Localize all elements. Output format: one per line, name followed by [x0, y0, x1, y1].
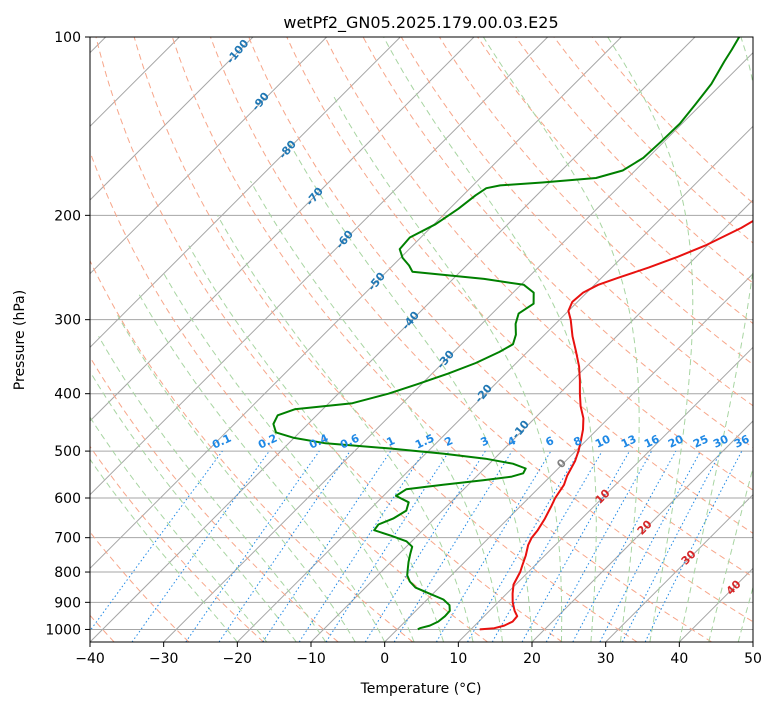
- mixing-ratio-line: [572, 450, 677, 642]
- isotherm-line: [90, 37, 549, 496]
- x-tick-label: 30: [597, 651, 615, 667]
- y-tick-label: 500: [54, 444, 81, 460]
- moist-adiabat-line: [607, 37, 694, 642]
- moist-adiabat-line: [383, 37, 597, 642]
- moist-adiabat-line: [482, 37, 640, 642]
- y-tick-label: 1000: [45, 622, 81, 638]
- mixing-ratio-line: [467, 450, 580, 642]
- mixing-ratio-label: 10: [593, 432, 613, 450]
- x-tick-label: −10: [296, 651, 326, 667]
- isotherm-line: [531, 420, 753, 642]
- dry-adiabat-line: [171, 37, 712, 642]
- moist-adiabat-line: [250, 180, 503, 642]
- dry-adiabat-line: [591, 37, 753, 204]
- dry-adiabat-line: [362, 37, 753, 449]
- isotherm-gridlines: [90, 37, 753, 642]
- dry-adiabat-line: [90, 259, 414, 642]
- plot-frame: [89, 36, 754, 643]
- dry-adiabat-line: [515, 37, 753, 284]
- isotherm-line: [90, 37, 696, 642]
- moist-adiabat-line: [162, 272, 415, 642]
- sounding-series: [272, 37, 753, 631]
- mixing-ratio-label: 20: [666, 432, 686, 450]
- moist-adiabat-line: [678, 37, 753, 642]
- y-tick-label: 400: [54, 387, 81, 403]
- mixing-ratio-line: [393, 450, 513, 642]
- mixing-ratio-line: [491, 450, 603, 642]
- mixing-ratio-lines: [90, 450, 743, 642]
- x-axis: −40 −30 −20 −10 0 10 20 30 40 50: [75, 642, 762, 667]
- isotherm-line: [605, 493, 753, 642]
- x-axis-title: Temperature (°C): [360, 681, 482, 697]
- plot-area: -100-90-80-70-60-50-40-30-20-10010203040…: [90, 37, 753, 642]
- moist-adiabat-line: [188, 245, 445, 642]
- isotherm-line: [90, 37, 328, 275]
- mixing-ratio-line: [218, 450, 351, 642]
- isotherm-line: [236, 125, 753, 642]
- moist-adiabat-line: [288, 141, 533, 642]
- mixing-ratio-label: 13: [619, 432, 638, 450]
- y-tick-label: 100: [54, 30, 81, 46]
- moist-adiabat-line: [90, 370, 297, 642]
- isotherm-line: [90, 37, 254, 201]
- dry-adiabat-line: [95, 37, 563, 642]
- mixing-ratio-line: [185, 450, 320, 642]
- y-tick-label: 600: [54, 491, 81, 507]
- moist-adiabat-line: [332, 94, 563, 642]
- x-tick-label: 10: [449, 651, 467, 667]
- dewpoint-line: [272, 37, 741, 631]
- moist-adiabat-line: [98, 336, 327, 642]
- mixing-ratio-line: [90, 450, 223, 632]
- y-tick-label: 800: [54, 565, 81, 581]
- x-tick-label: 0: [380, 651, 389, 667]
- moist-adiabat-line: [737, 585, 753, 642]
- dry-adiabat-line: [210, 37, 753, 623]
- mixing-ratio-label: 36: [732, 432, 752, 450]
- mixing-ratio-line: [131, 450, 270, 642]
- y-tick-label: 700: [54, 531, 81, 547]
- mixing-ratio-label: 30: [711, 432, 731, 450]
- moist-adiabat-line: [708, 466, 753, 642]
- mixing-ratio-label: 25: [691, 432, 710, 450]
- y-tick-label: 300: [54, 313, 81, 329]
- dry-adiabat-line: [248, 37, 753, 578]
- mixing-ratio-label: 16: [642, 432, 662, 450]
- moist-adiabat-line: [137, 292, 386, 642]
- x-tick-label: 20: [523, 651, 541, 667]
- temperature-line: [479, 219, 753, 631]
- chart-title: wetPf2_GN05.2025.179.00.03.E25: [283, 13, 558, 33]
- x-tick-label: −20: [223, 651, 253, 667]
- y-axis: 1000 900 800 700 600 500 400 300 200 100: [45, 30, 90, 638]
- mixing-ratio-line: [521, 450, 630, 642]
- moist-adiabats: [90, 37, 753, 642]
- isotherm-line: [90, 37, 401, 349]
- y-tick-label: 200: [54, 208, 81, 224]
- mixing-ratio-line: [325, 450, 450, 642]
- moist-adiabat-line: [217, 215, 474, 642]
- dry-adiabat-line: [477, 37, 753, 325]
- x-tick-label: −30: [149, 651, 179, 667]
- dry-adiabat-line: [400, 37, 753, 407]
- isotherm-line: [384, 272, 753, 642]
- dry-adiabat-line: [324, 37, 753, 491]
- dry-adiabats: [90, 37, 753, 642]
- y-tick-label: 900: [54, 595, 81, 611]
- isotherm-line: [163, 51, 753, 642]
- x-tick-label: 40: [670, 651, 688, 667]
- x-tick-label: −40: [75, 651, 105, 667]
- mixing-ratio-line: [364, 450, 486, 642]
- moist-adiabat-line: [90, 416, 268, 642]
- x-tick-label: 50: [744, 651, 762, 667]
- mixing-ratio-line: [545, 450, 653, 642]
- isotherm-line: [90, 37, 622, 570]
- dry-adiabat-line: [133, 37, 638, 642]
- y-axis-title: Pressure (hPa): [12, 290, 28, 390]
- dry-adiabat-line: [90, 445, 264, 642]
- moist-adiabat-line: [117, 315, 356, 642]
- isotherm-line: [90, 37, 475, 422]
- mixing-ratio-line: [435, 450, 552, 642]
